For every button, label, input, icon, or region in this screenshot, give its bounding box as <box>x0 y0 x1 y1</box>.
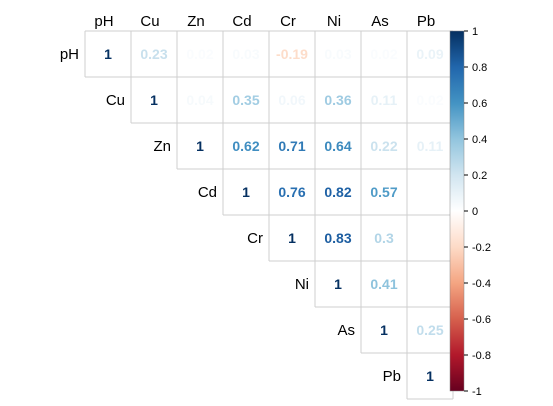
corr-value-cu-as: 0.11 <box>371 92 398 108</box>
colorbar-tick-label: -0.6 <box>472 314 491 326</box>
correlation-values: 1 0.23 0.02 0.03 -0.19 0.03 0.02 0.09 1 0.04 0.35 0… <box>104 46 444 384</box>
diagonal-labels: pH Cu Zn Cd Cr Ni As Pb <box>60 46 401 385</box>
corr-value-cu-cu: 1 <box>150 92 158 108</box>
corr-value-cu-ni: 0.36 <box>324 92 351 108</box>
corr-value-zn-pb: 0.11 <box>417 138 444 154</box>
column-label-cd: Cd <box>232 13 251 30</box>
corr-value-ph-ni: 0.03 <box>324 46 351 62</box>
colorbar-gradient <box>449 30 465 392</box>
corr-value-zn-zn: 1 <box>196 138 204 154</box>
column-labels: pH Cu Zn Cd Cr Ni As Pb <box>94 13 435 30</box>
row-label-zn: Zn <box>153 138 171 155</box>
row-label-pb: Pb <box>383 368 401 385</box>
column-label-zn: Zn <box>187 13 205 30</box>
colorbar-tick-label: 0.4 <box>472 134 487 146</box>
corr-value-ni-as: 0.41 <box>370 276 397 292</box>
corr-value-ph-cr: -0.19 <box>276 46 308 62</box>
colorbar-tick-label: 0.6 <box>472 98 487 110</box>
corr-value-cu-cr: 0.06 <box>278 92 305 108</box>
column-label-pb: Pb <box>417 13 435 30</box>
row-label-ni: Ni <box>295 276 309 293</box>
row-label-cd: Cd <box>198 184 217 201</box>
colorbar-tick-label: 0.8 <box>472 62 487 74</box>
corr-value-ph-cd: 0.03 <box>232 46 259 62</box>
colorbar: 1 0.8 0.6 0.4 0.2 0 -0.2 -0.4 -0.6 -0.8 -1 <box>449 26 491 398</box>
row-label-ph: pH <box>60 46 79 63</box>
colorbar-ticks: 1 0.8 0.6 0.4 0.2 0 -0.2 -0.4 -0.6 -0.8 -1 <box>464 26 491 398</box>
corr-value-zn-ni: 0.64 <box>324 138 351 154</box>
colorbar-tick-label: 0.2 <box>472 170 487 182</box>
corr-value-cd-as: 0.57 <box>370 184 397 200</box>
corr-value-cd-cr: 0.76 <box>278 184 305 200</box>
corr-value-ph-pb: 0.09 <box>416 46 443 62</box>
corr-value-ni-ni: 1 <box>334 276 342 292</box>
corr-value-cr-ni: 0.83 <box>324 230 351 246</box>
corr-value-ph-cu: 0.23 <box>140 46 167 62</box>
corr-value-cr-cr: 1 <box>288 230 296 246</box>
matrix-grid <box>84 30 454 400</box>
corr-value-cd-cd: 1 <box>242 184 250 200</box>
corr-value-zn-cd: 0.62 <box>232 138 259 154</box>
corr-value-zn-cr: 0.71 <box>278 138 305 154</box>
colorbar-tick-label: -1 <box>472 386 482 398</box>
corr-value-cd-ni: 0.82 <box>324 184 351 200</box>
colorbar-tick-label: 0 <box>472 206 478 218</box>
corr-value-ph-as: 0.02 <box>370 46 397 62</box>
column-label-ph: pH <box>94 13 113 30</box>
column-label-cu: Cu <box>140 13 159 30</box>
corr-value-pb-pb: 1 <box>426 368 434 384</box>
colorbar-tick-label: -0.4 <box>472 278 491 290</box>
row-label-cr: Cr <box>247 230 263 247</box>
column-label-as: As <box>371 13 389 30</box>
corr-value-as-pb: 0.25 <box>416 322 443 338</box>
corr-value-ph-ph: 1 <box>104 46 112 62</box>
corr-value-as-as: 1 <box>380 322 388 338</box>
colorbar-tick-label: -0.8 <box>472 350 491 362</box>
corr-value-ph-zn: 0.02 <box>186 46 213 62</box>
row-label-as: As <box>337 322 355 339</box>
corr-value-cu-zn: 0.04 <box>186 92 213 108</box>
colorbar-tick-label: -0.2 <box>472 242 491 254</box>
column-label-cr: Cr <box>280 13 296 30</box>
corr-value-cu-pb: 0.02 <box>416 92 443 108</box>
colorbar-tick-label: 1 <box>472 26 478 38</box>
column-label-ni: Ni <box>327 13 341 30</box>
corr-value-cu-cd: 0.35 <box>232 92 259 108</box>
corr-value-cr-as: 0.3 <box>374 230 394 246</box>
row-label-cu: Cu <box>106 92 125 109</box>
corr-value-zn-as: 0.22 <box>370 138 397 154</box>
